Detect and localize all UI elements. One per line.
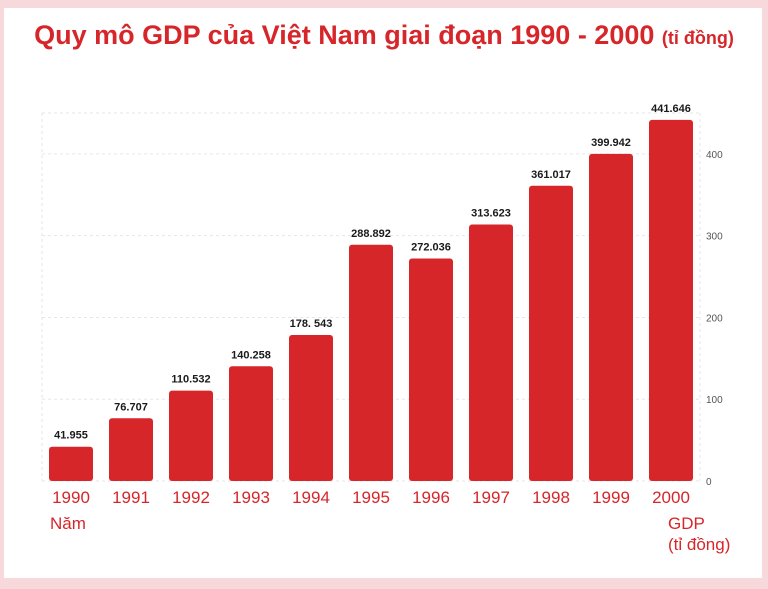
bar — [109, 418, 153, 481]
y-tick-label: 400 — [706, 150, 723, 161]
bar — [289, 334, 333, 481]
bar — [469, 224, 513, 482]
bar — [49, 446, 93, 481]
bar — [589, 153, 633, 481]
x-tick-label: 1996 — [412, 488, 450, 507]
x-axis-title: Năm — [50, 514, 86, 533]
x-tick-label: 1993 — [232, 488, 270, 507]
x-tick-label: 1991 — [112, 488, 150, 507]
data-label: 272.036 — [411, 242, 451, 254]
data-label: 399.942 — [591, 137, 631, 149]
chart-title-text: Quy mô GDP của Việt Nam giai đoạn 1990 -… — [34, 20, 655, 50]
x-tick-label: 1998 — [532, 488, 570, 507]
x-tick-label: 2000 — [652, 488, 690, 507]
data-label: 178. 543 — [290, 318, 333, 330]
bar — [409, 258, 453, 481]
data-label: 288.892 — [351, 228, 391, 240]
x-tick-label: 1997 — [472, 488, 510, 507]
data-label: 313.623 — [471, 208, 511, 220]
x-tick-label: 1999 — [592, 488, 630, 507]
bar — [349, 244, 393, 481]
y-tick-label: 0 — [706, 477, 712, 488]
y-axis-title-line2: (tỉ đồng) — [668, 535, 731, 554]
data-label: 41.955 — [54, 430, 88, 442]
data-label: 441.646 — [651, 103, 691, 115]
x-tick-label: 1990 — [52, 488, 90, 507]
data-label: 361.017 — [531, 169, 571, 181]
x-tick-label: 1992 — [172, 488, 210, 507]
data-label: 140.258 — [231, 349, 271, 361]
bar — [229, 366, 273, 481]
bar — [649, 119, 693, 481]
y-axis-title-line1: GDP — [668, 514, 705, 533]
bar — [529, 185, 573, 482]
y-tick-label: 100 — [706, 395, 723, 406]
bar — [169, 390, 213, 481]
x-tick-label: 1995 — [352, 488, 390, 507]
chart-title: Quy mô GDP của Việt Nam giai đoạn 1990 -… — [0, 20, 768, 51]
y-tick-label: 200 — [706, 313, 723, 324]
data-label: 110.532 — [171, 374, 210, 386]
data-label: 76.707 — [114, 401, 148, 413]
chart-title-unit: (tỉ đồng) — [661, 28, 734, 48]
y-tick-label: 300 — [706, 232, 723, 243]
x-tick-label: 1994 — [292, 488, 330, 507]
